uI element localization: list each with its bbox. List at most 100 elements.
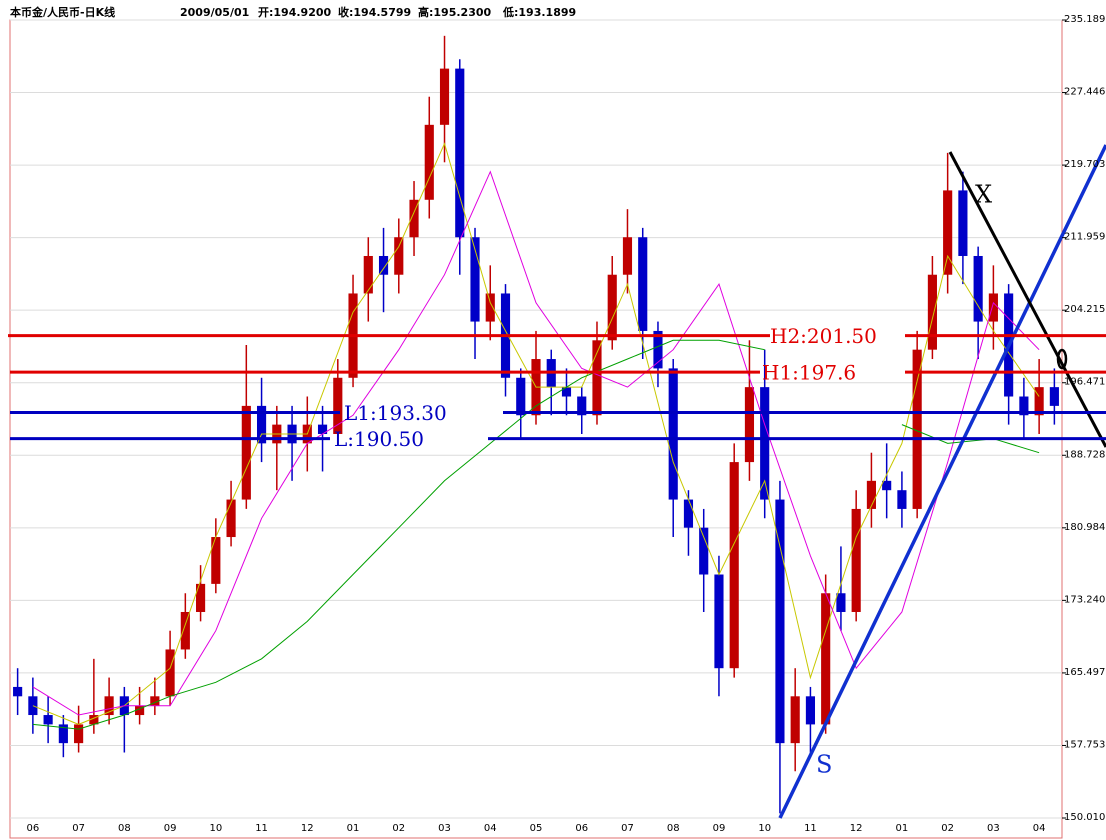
candle-body	[638, 237, 648, 331]
candle-body	[1049, 387, 1059, 406]
candle-body	[470, 237, 480, 322]
level-label: H2:201.50	[770, 324, 877, 348]
y-tick-label: 204.215	[1064, 304, 1105, 315]
candle-body	[317, 424, 328, 434]
moving-average-line	[32, 142, 1040, 725]
candle-body	[714, 574, 724, 669]
candle-body	[135, 705, 145, 716]
candle-body	[577, 396, 587, 416]
y-tick-label: 196.471	[1064, 377, 1105, 388]
y-tick-label: 173.2405	[1064, 594, 1106, 605]
candle-body	[927, 274, 937, 350]
candle-body	[13, 686, 23, 697]
candle-body	[58, 724, 68, 744]
candle-body	[805, 696, 816, 725]
candle-body	[760, 387, 770, 500]
candle-body	[851, 508, 861, 612]
candle-body	[882, 480, 892, 491]
candle-body	[821, 593, 831, 725]
candle-body	[378, 255, 389, 275]
x-tick-label: 02	[941, 823, 954, 834]
candle-body	[988, 293, 998, 322]
candle-body	[180, 611, 190, 650]
x-tick-label: 01	[347, 823, 360, 834]
x-tick-label: 04	[484, 823, 497, 834]
candle-body	[409, 199, 419, 238]
header-low: 低:193.1899	[502, 5, 576, 19]
moving-average-line	[32, 170, 1040, 716]
x-tick-label: 08	[118, 823, 131, 834]
x-tick-label: 12	[850, 823, 863, 834]
candle-body	[912, 349, 922, 509]
x-tick-label: 04	[1033, 823, 1046, 834]
x-tick-label: 12	[301, 823, 314, 834]
candle-body	[561, 387, 572, 397]
candle-body	[165, 649, 175, 697]
x-tick-label: 03	[438, 823, 451, 834]
header-close: 收:194.5799	[338, 5, 411, 19]
candle-body	[211, 537, 221, 584]
candle-body	[973, 255, 983, 322]
candle-body	[150, 696, 160, 706]
marker-circle	[1056, 348, 1068, 370]
x-tick-label: 11	[804, 823, 817, 834]
candle-body	[683, 499, 694, 528]
candle-body	[28, 696, 38, 716]
x-tick-label: 02	[392, 823, 405, 834]
candle-body	[668, 368, 678, 500]
x-tick-label: 10	[758, 823, 771, 834]
candle-body	[439, 68, 450, 125]
moving-average-line	[32, 339, 1040, 730]
candle-body	[485, 293, 495, 322]
candle-body	[607, 274, 617, 341]
candle-body	[866, 480, 876, 509]
x-tick-label: 06	[27, 823, 40, 834]
candle-body	[775, 499, 785, 744]
candle-body	[196, 583, 206, 612]
x-tick-label: 09	[164, 823, 177, 834]
y-tick-label: 219.703	[1064, 159, 1105, 170]
x-tick-label: 11	[255, 823, 268, 834]
candle-body	[43, 715, 53, 725]
candle-body	[699, 527, 709, 575]
level-label: L:190.50	[334, 427, 424, 451]
candle-body	[744, 387, 755, 463]
resistance-trend-line	[948, 151, 1106, 448]
candle-body	[836, 593, 846, 612]
annotation-s: S	[816, 751, 832, 779]
level-label: L1:193.30	[344, 401, 447, 425]
header-high: 高:195.2300	[418, 5, 492, 19]
candle-body	[424, 124, 434, 200]
x-tick-label: 01	[896, 823, 909, 834]
x-tick-label: 09	[713, 823, 726, 834]
candle-body	[622, 237, 633, 275]
header-title: 本币金/人民币-日K线	[10, 5, 115, 19]
x-tick-label: 07	[72, 823, 85, 834]
candle-body	[256, 405, 267, 444]
level-label: H1:197.6	[762, 361, 856, 385]
y-tick-label: 150.0100	[1064, 812, 1106, 823]
candle-body	[653, 330, 663, 369]
candle-body	[74, 724, 84, 744]
support-trend-line	[778, 144, 1106, 819]
candle-body	[943, 190, 953, 275]
y-tick-label: 165.497	[1064, 667, 1105, 678]
candle-body	[394, 237, 404, 275]
candle-body	[226, 499, 236, 538]
candle-body	[1034, 387, 1044, 416]
candle-body	[1019, 396, 1029, 416]
y-tick-label: 157.7530	[1064, 739, 1106, 750]
y-tick-label: 227.446	[1064, 87, 1105, 98]
annotation-x: X	[975, 181, 992, 209]
y-tick-label: 235.1895	[1064, 14, 1106, 25]
header-open: 开:194.9200	[258, 6, 332, 19]
candle-body	[104, 696, 114, 716]
candle-body	[592, 340, 602, 416]
x-tick-label: 07	[621, 823, 634, 834]
x-tick-label: 10	[209, 823, 222, 834]
candle-body	[333, 377, 343, 434]
candle-body	[89, 715, 99, 725]
candle-body	[958, 190, 968, 256]
